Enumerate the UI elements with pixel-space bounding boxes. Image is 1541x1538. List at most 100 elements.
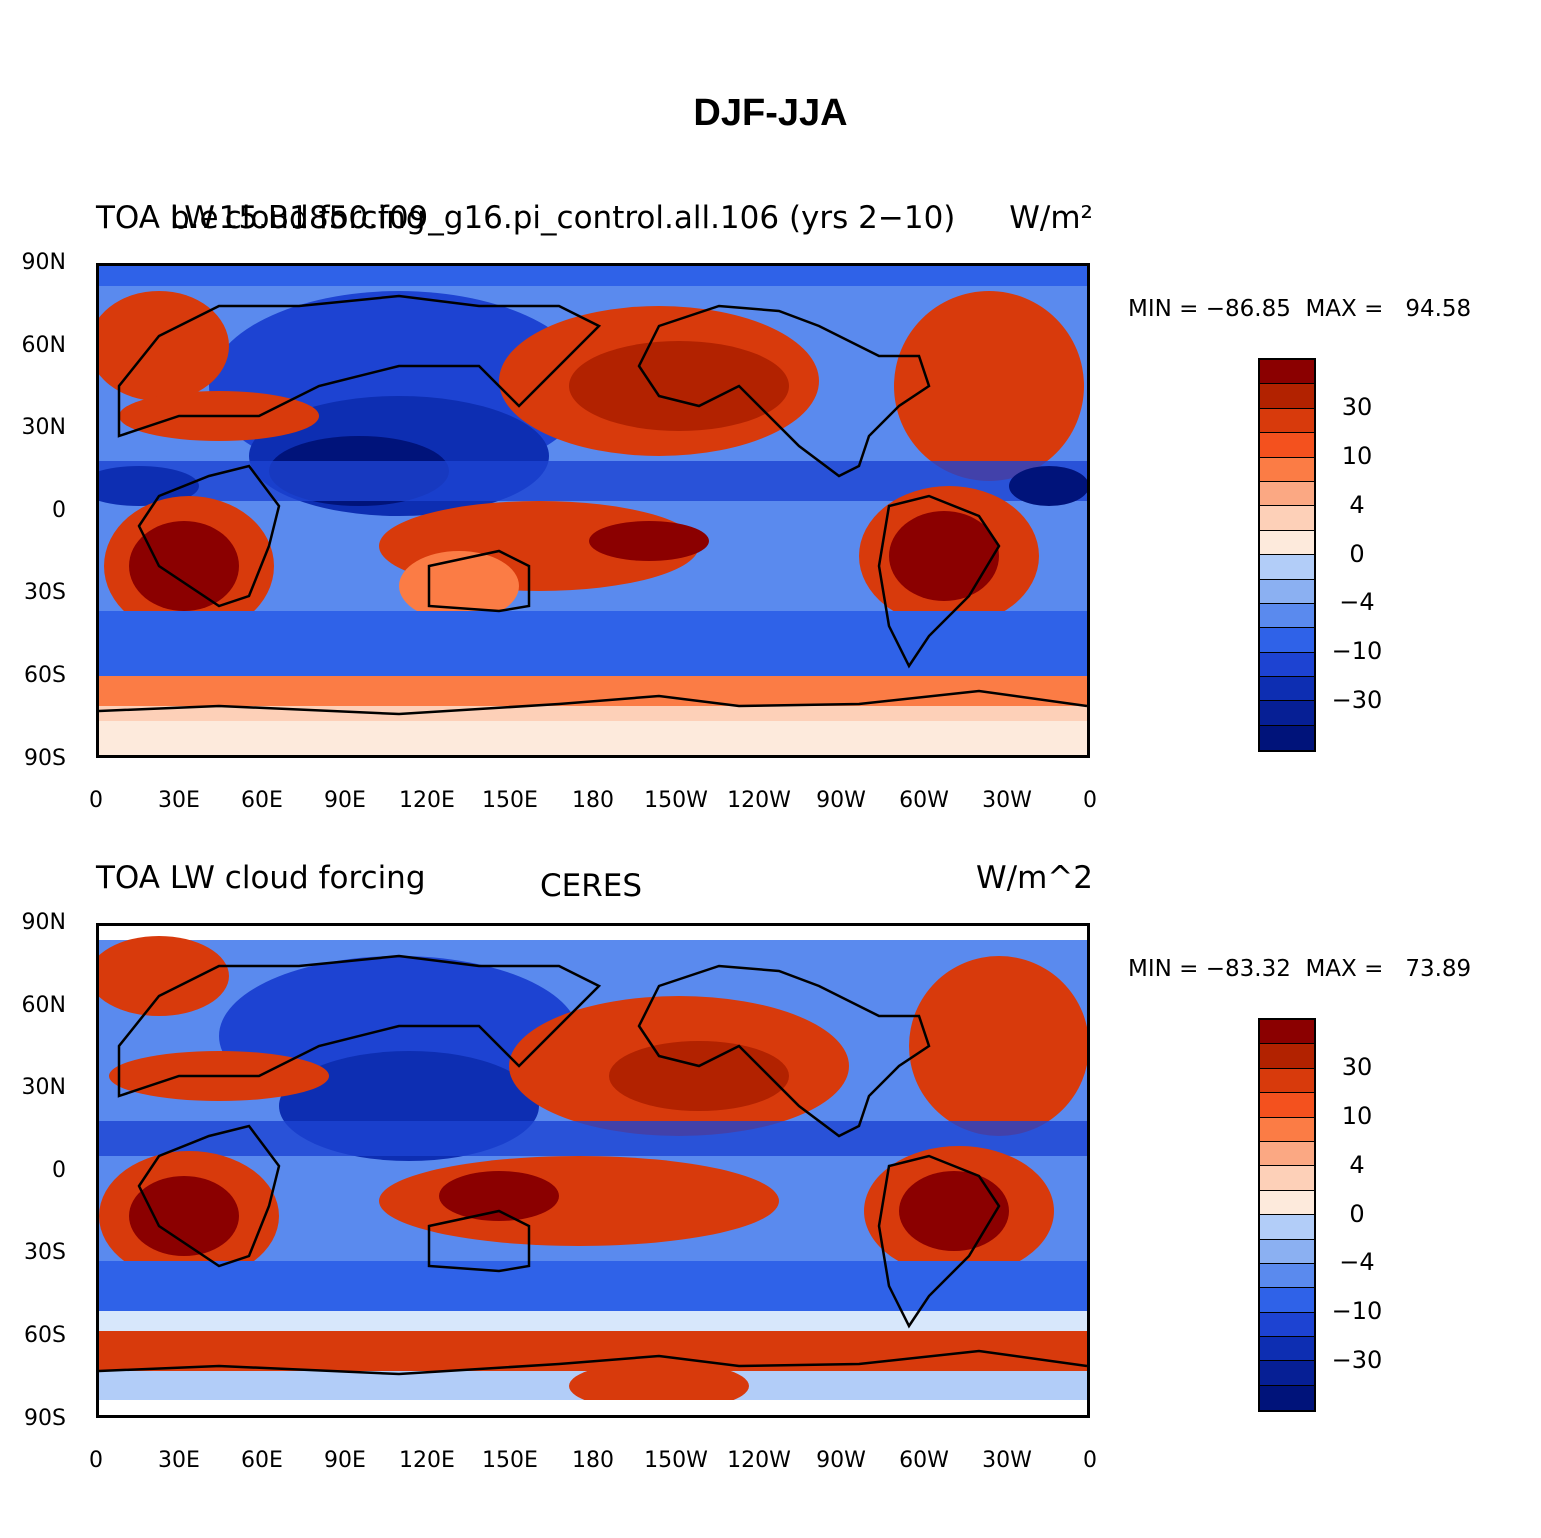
model-panel: TOA LW cloud forcing b.e15.B1850.f09_g16… bbox=[0, 190, 1541, 850]
lon-label: 90E bbox=[324, 1448, 366, 1473]
colorbar-box bbox=[1260, 579, 1314, 604]
lat-label: 90S bbox=[24, 746, 66, 771]
colorbar-tick-label: −30 bbox=[1331, 686, 1383, 714]
colorbar-tick-label: 0 bbox=[1349, 540, 1365, 568]
colorbar-tick-label: 4 bbox=[1349, 1151, 1365, 1179]
colorbar-tick-label: −10 bbox=[1331, 637, 1383, 665]
colorbar-box bbox=[1260, 1361, 1314, 1386]
lon-label: 30E bbox=[158, 1448, 200, 1473]
lon-label: 180 bbox=[572, 1448, 614, 1473]
lon-label: 60W bbox=[899, 1448, 949, 1473]
panel-center-label: CERES bbox=[540, 868, 643, 904]
lon-label: 150E bbox=[482, 1448, 538, 1473]
lon-label: 150E bbox=[482, 788, 538, 813]
colorbar-box bbox=[1260, 603, 1314, 629]
colorbar-box bbox=[1260, 1337, 1314, 1362]
observation-panel: TOA LW cloud forcing CERES W/m^2 bbox=[0, 850, 1541, 1510]
colorbar-tick-label: −4 bbox=[1339, 1248, 1375, 1276]
colorbar-box bbox=[1260, 1117, 1314, 1142]
colorbar-box bbox=[1260, 555, 1314, 580]
lon-label: 60E bbox=[241, 788, 283, 813]
lon-label: 30E bbox=[158, 788, 200, 813]
colorbar-box bbox=[1260, 360, 1314, 385]
lat-label: 30S bbox=[24, 1240, 66, 1265]
colorbar-box bbox=[1260, 1166, 1314, 1191]
colorbar-box bbox=[1260, 1239, 1314, 1264]
panel-case-label: b.e15.B1850.f09_g16.pi_control.all.106 (… bbox=[170, 200, 956, 236]
map-plot bbox=[96, 923, 1090, 1418]
lon-label: 60W bbox=[899, 788, 949, 813]
colorbar-box bbox=[1260, 701, 1314, 726]
min-max-readout: MIN = −86.85 MAX = 94.58 bbox=[1128, 296, 1472, 322]
colorbar-box bbox=[1260, 1215, 1314, 1240]
map-plot bbox=[96, 263, 1090, 758]
colorbar-box bbox=[1260, 1068, 1314, 1094]
colorbar-tick-label: 10 bbox=[1341, 1102, 1373, 1130]
lat-label: 90S bbox=[24, 1406, 66, 1431]
lon-label: 120E bbox=[399, 1448, 455, 1473]
lon-label: 90W bbox=[816, 788, 866, 813]
min-max-readout: MIN = −83.32 MAX = 73.89 bbox=[1128, 956, 1472, 982]
colorbar-box bbox=[1260, 433, 1314, 458]
colorbar-tick-label: 0 bbox=[1349, 1200, 1365, 1228]
lon-label: 180 bbox=[572, 788, 614, 813]
panel-left-label: TOA LW cloud forcing bbox=[96, 200, 426, 236]
colorbar-tick-label: −4 bbox=[1339, 588, 1375, 616]
colorbar-tick-label: −10 bbox=[1331, 1297, 1383, 1325]
lon-label: 90W bbox=[816, 1448, 866, 1473]
lon-label: 30W bbox=[982, 1448, 1032, 1473]
colorbar-box bbox=[1260, 1263, 1314, 1289]
lon-label: 0 bbox=[1083, 788, 1097, 813]
lon-label: 120W bbox=[727, 788, 791, 813]
colorbar-box bbox=[1260, 1044, 1314, 1069]
lat-label: 90N bbox=[21, 910, 66, 935]
colorbar-tick-label: 30 bbox=[1341, 393, 1373, 421]
colorbar-box bbox=[1260, 1190, 1314, 1216]
colorbar-box bbox=[1260, 1288, 1314, 1313]
field-map bbox=[99, 926, 1087, 1415]
colorbar bbox=[1258, 358, 1316, 753]
lon-label: 60E bbox=[241, 1448, 283, 1473]
lon-label: 150W bbox=[644, 788, 708, 813]
colorbar-box bbox=[1260, 530, 1314, 556]
lon-label: 150W bbox=[644, 1448, 708, 1473]
lat-label: 0 bbox=[52, 1158, 66, 1183]
colorbar-box bbox=[1260, 1093, 1314, 1118]
colorbar-box bbox=[1260, 1141, 1314, 1167]
lat-label: 30S bbox=[24, 580, 66, 605]
lon-label: 30W bbox=[982, 788, 1032, 813]
figure-title: DJF-JJA bbox=[693, 92, 848, 134]
lat-label: 60N bbox=[21, 333, 66, 358]
lat-label: 60S bbox=[24, 663, 66, 688]
colorbar-box bbox=[1260, 1385, 1314, 1411]
colorbar-box bbox=[1260, 725, 1314, 751]
colorbar-tick-label: 4 bbox=[1349, 491, 1365, 519]
lon-label: 0 bbox=[89, 788, 103, 813]
field-map bbox=[99, 266, 1087, 755]
colorbar-box bbox=[1260, 677, 1314, 702]
lat-label: 60S bbox=[24, 1323, 66, 1348]
colorbar-box bbox=[1260, 506, 1314, 531]
lon-label: 120E bbox=[399, 788, 455, 813]
lat-label: 90N bbox=[21, 250, 66, 275]
lat-label: 30N bbox=[21, 415, 66, 440]
lat-label: 0 bbox=[52, 498, 66, 523]
colorbar-box bbox=[1260, 481, 1314, 507]
colorbar-box bbox=[1260, 457, 1314, 482]
colorbar-tick-label: −30 bbox=[1331, 1346, 1383, 1374]
panel-left-label: TOA LW cloud forcing bbox=[96, 860, 426, 896]
lon-label: 90E bbox=[324, 788, 366, 813]
colorbar-tick-label: 10 bbox=[1341, 442, 1373, 470]
colorbar-box bbox=[1260, 384, 1314, 409]
colorbar-box bbox=[1260, 652, 1314, 678]
panel-units-label: W/m² bbox=[1009, 200, 1093, 236]
panel-units-label: W/m^2 bbox=[976, 860, 1093, 896]
colorbar-box bbox=[1260, 1312, 1314, 1338]
lon-label: 120W bbox=[727, 1448, 791, 1473]
colorbar-box bbox=[1260, 628, 1314, 653]
colorbar-tick-label: 30 bbox=[1341, 1053, 1373, 1081]
colorbar-box bbox=[1260, 408, 1314, 434]
colorbar-box bbox=[1260, 1020, 1314, 1045]
lon-label: 0 bbox=[1083, 1448, 1097, 1473]
lon-label: 0 bbox=[89, 1448, 103, 1473]
